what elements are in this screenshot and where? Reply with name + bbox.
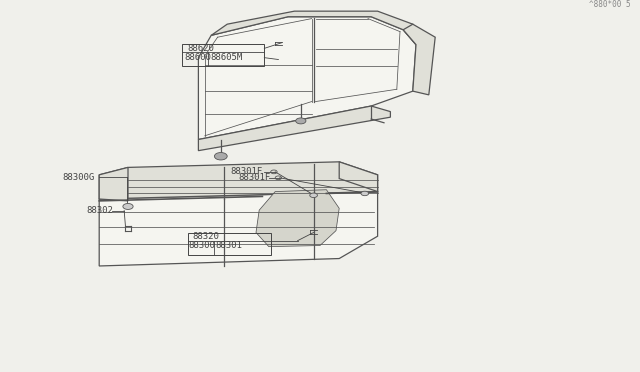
Polygon shape — [256, 190, 339, 247]
Text: 88302: 88302 — [86, 206, 113, 215]
Text: 88605M: 88605M — [210, 53, 242, 62]
Circle shape — [310, 193, 317, 198]
Circle shape — [123, 203, 133, 209]
Bar — [188, 232, 271, 255]
Polygon shape — [403, 24, 435, 95]
Text: 88301: 88301 — [216, 241, 243, 250]
Polygon shape — [99, 162, 378, 199]
Polygon shape — [339, 162, 378, 192]
Polygon shape — [211, 11, 416, 45]
Text: 88301F: 88301F — [230, 167, 262, 176]
Polygon shape — [99, 192, 378, 266]
Text: 88300: 88300 — [189, 241, 216, 250]
Polygon shape — [198, 106, 390, 151]
Polygon shape — [99, 167, 128, 201]
Circle shape — [361, 191, 369, 196]
Text: 88600: 88600 — [184, 53, 211, 62]
Text: ^880*00 5: ^880*00 5 — [589, 0, 630, 9]
Circle shape — [214, 153, 227, 160]
Polygon shape — [198, 17, 416, 140]
Text: 88320: 88320 — [192, 232, 219, 241]
Text: 88300G: 88300G — [63, 173, 95, 182]
Circle shape — [296, 118, 306, 124]
Bar — [182, 44, 264, 66]
Text: 88301F: 88301F — [239, 173, 271, 182]
Text: 88620: 88620 — [187, 44, 214, 53]
